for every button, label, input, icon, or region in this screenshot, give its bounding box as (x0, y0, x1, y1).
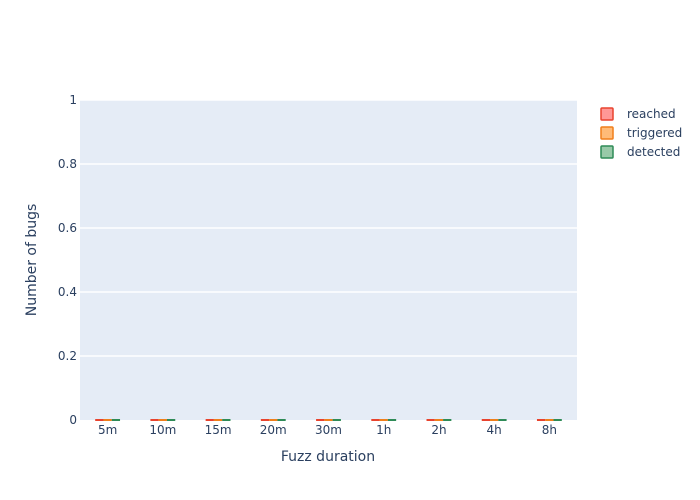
bar-detected (277, 419, 286, 421)
y-tick-label: 0.6 (58, 221, 77, 235)
bar-triggered (269, 419, 278, 421)
bar-triggered (545, 419, 554, 421)
bar-triggered (158, 419, 167, 421)
x-tick-label: 15m (205, 423, 232, 437)
bar-triggered (213, 419, 223, 421)
legend-swatch (600, 145, 614, 159)
x-tick-label: 1h (376, 423, 391, 437)
y-tick-label: 0.2 (58, 349, 77, 363)
bar-triggered (379, 419, 388, 421)
legend-label: reached (627, 107, 676, 121)
bar-series (95, 419, 562, 421)
bar-reached (371, 419, 380, 421)
y-tick-label: 0 (69, 413, 77, 427)
y-axis-ticks: 0 0.2 0.4 0.6 0.8 1 (58, 93, 77, 427)
bar-reached (481, 419, 491, 421)
x-tick-label: 8h (542, 423, 557, 437)
bar-detected (222, 419, 231, 421)
bar-detected (387, 419, 397, 421)
x-axis-ticks: 5m 10m 15m 20m 30m 1h 2h 4h 8h (98, 423, 557, 437)
x-tick-label: 30m (315, 423, 342, 437)
x-tick-label: 20m (260, 423, 287, 437)
x-axis-title: Fuzz duration (281, 449, 375, 465)
legend[interactable]: reached triggered detected (600, 107, 682, 159)
legend-label: detected (627, 145, 680, 159)
x-tick-label: 5m (98, 423, 117, 437)
bar-reached (316, 419, 325, 421)
gridlines (80, 99, 577, 357)
x-tick-label: 4h (487, 423, 502, 437)
legend-item-reached[interactable]: reached (600, 107, 676, 121)
bar-triggered (490, 419, 499, 421)
bar-triggered (434, 419, 444, 421)
bar-reached (95, 419, 104, 421)
bar-reached (205, 419, 214, 421)
bar-detected (498, 419, 507, 421)
bar-triggered (103, 419, 112, 421)
y-tick-label: 0.8 (58, 157, 77, 171)
plot-area (80, 100, 577, 420)
bar-triggered (324, 419, 333, 421)
bar-detected (166, 419, 176, 421)
bar-reached (150, 419, 159, 421)
legend-item-triggered[interactable]: triggered (600, 126, 682, 140)
legend-item-detected[interactable]: detected (600, 145, 680, 159)
x-tick-label: 10m (149, 423, 176, 437)
bar-detected (553, 419, 562, 421)
legend-label: triggered (627, 126, 682, 140)
bar-detected (443, 419, 452, 421)
y-tick-label: 1 (69, 93, 77, 107)
legend-swatch (600, 126, 614, 140)
x-tick-label: 2h (431, 423, 446, 437)
bar-reached (260, 419, 270, 421)
legend-swatch (600, 107, 614, 121)
bar-reached (536, 419, 546, 421)
bar-detected (111, 419, 121, 421)
y-tick-label: 0.4 (58, 285, 77, 299)
bar-detected (332, 419, 341, 421)
y-axis-title: Number of bugs (24, 204, 40, 317)
bar-reached (426, 419, 435, 421)
